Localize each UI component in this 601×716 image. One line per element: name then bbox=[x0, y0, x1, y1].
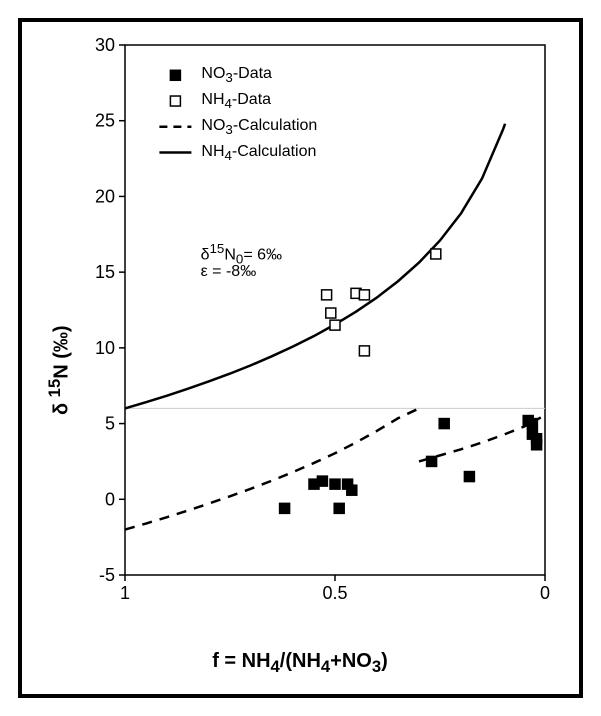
chart-svg: -505101520253010.50NO3-DataNH4-DataNO3-C… bbox=[45, 35, 555, 595]
y-tick-label: 20 bbox=[95, 186, 115, 206]
no3-data-point bbox=[427, 456, 437, 466]
no3-data-point bbox=[532, 434, 542, 444]
no3-data-point bbox=[464, 472, 474, 482]
x-tick-label: 1 bbox=[120, 583, 130, 603]
y-tick-label: 30 bbox=[95, 35, 115, 55]
legend-label: NO3-Calculation bbox=[201, 117, 501, 141]
y-tick-label: -5 bbox=[99, 565, 115, 585]
no3-data-point bbox=[280, 503, 290, 513]
y-tick-label: 15 bbox=[95, 262, 115, 282]
nh4-data-point bbox=[359, 290, 369, 300]
no3-data-point bbox=[439, 419, 449, 429]
no3-data-point bbox=[334, 503, 344, 513]
y-tick-label: 5 bbox=[105, 414, 115, 434]
legend-swatch bbox=[170, 96, 180, 106]
x-axis-label: f = NH4/(NH4+NO3) bbox=[45, 650, 555, 677]
legend-label: NO3-Data bbox=[201, 65, 501, 89]
nh4-data-point bbox=[359, 346, 369, 356]
nh4-data-point bbox=[322, 290, 332, 300]
page-root: -5 0 5 10 15 20 25 30 1 0.5 0 NO3-DataNH4-DataNO3-C… bbox=[0, 0, 601, 716]
y-tick-label: 10 bbox=[95, 338, 115, 358]
y-tick-label: 0 bbox=[105, 489, 115, 509]
legend-label: NH4-Data bbox=[201, 91, 501, 115]
nh4-data-point bbox=[330, 320, 340, 330]
chart-container: -505101520253010.50NO3-DataNH4-DataNO3-C… bbox=[45, 35, 555, 595]
no3-data-point bbox=[330, 479, 340, 489]
no3-data-point bbox=[527, 419, 537, 429]
legend-swatch bbox=[170, 70, 180, 80]
no3-data-point bbox=[317, 476, 327, 486]
no3-data-point bbox=[347, 485, 357, 495]
y-axis-label: δ 15N (‰) bbox=[45, 325, 74, 415]
annotation-line1: δ15N0= 6‰ bbox=[201, 241, 501, 265]
annotation-line2: ε = -8‰ bbox=[201, 263, 501, 287]
nh4-data-point bbox=[326, 308, 336, 318]
legend-label: NH4-Calculation bbox=[201, 143, 501, 167]
no3-calc-curve bbox=[125, 408, 419, 529]
x-tick-label: 0 bbox=[540, 583, 550, 603]
x-tick-label: 0.5 bbox=[322, 583, 347, 603]
y-tick-label: 25 bbox=[95, 111, 115, 131]
